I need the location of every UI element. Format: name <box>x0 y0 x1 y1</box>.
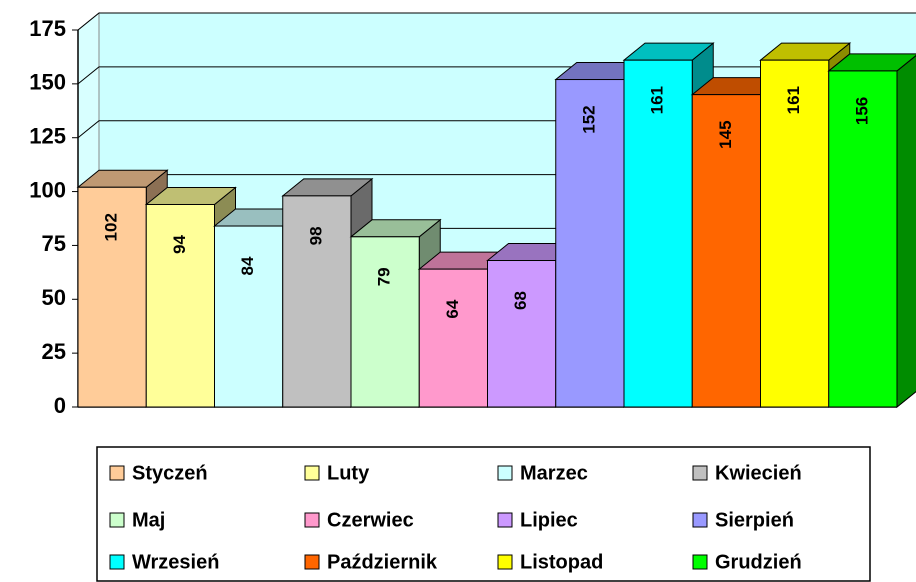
legend-label: Grudzień <box>715 551 802 573</box>
bar <box>623 59 693 408</box>
bar-3d <box>827 53 916 409</box>
legend-label: Lipiec <box>520 509 578 531</box>
y-tick-label: 150 <box>29 70 66 95</box>
bar <box>77 186 147 408</box>
y-tick-label: 25 <box>42 339 66 364</box>
legend-swatch <box>304 554 320 570</box>
bar <box>145 203 215 408</box>
y-tick-label: 175 <box>29 16 66 41</box>
legend-label: Marzec <box>520 462 588 484</box>
legend-label: Czerwiec <box>327 509 414 531</box>
value-label: 102 <box>102 213 121 241</box>
y-tick-label: 100 <box>29 177 66 202</box>
legend-label: Styczeń <box>132 462 208 484</box>
y-tick-label: 75 <box>42 231 66 256</box>
legend-label: Luty <box>327 462 370 484</box>
value-label: 156 <box>852 97 871 125</box>
legend-swatch <box>109 465 125 481</box>
bar <box>350 236 420 408</box>
legend-swatch <box>109 554 125 570</box>
value-label: 152 <box>579 105 598 133</box>
value-label: 145 <box>716 120 735 148</box>
value-label: 98 <box>306 226 325 245</box>
bar-side <box>896 54 916 409</box>
y-tick-label: 0 <box>54 393 66 418</box>
legend-label: Listopad <box>520 551 603 573</box>
legend-label: Październik <box>327 551 438 573</box>
bar <box>282 195 352 408</box>
bar <box>760 59 830 408</box>
value-label: 161 <box>784 86 803 114</box>
bar <box>828 70 898 408</box>
value-label: 94 <box>170 235 189 254</box>
legend-label: Maj <box>132 509 165 531</box>
legend-swatch <box>304 465 320 481</box>
value-label: 79 <box>375 267 394 286</box>
bar <box>691 94 761 408</box>
legend-swatch <box>497 512 513 528</box>
bar <box>418 268 488 408</box>
y-tick-label: 125 <box>29 124 66 149</box>
legend-swatch <box>692 512 708 528</box>
legend-swatch <box>497 554 513 570</box>
y-tick-label: 50 <box>42 285 66 310</box>
grid-line <box>77 12 916 31</box>
bar <box>555 79 625 408</box>
bar <box>487 260 557 408</box>
value-label: 84 <box>238 256 257 275</box>
value-label: 161 <box>648 86 667 114</box>
legend-label: Sierpień <box>715 509 794 531</box>
legend-box <box>96 446 871 582</box>
value-label: 64 <box>443 299 462 318</box>
legend-swatch <box>109 512 125 528</box>
legend-swatch <box>692 554 708 570</box>
value-label: 68 <box>511 291 530 310</box>
legend-swatch <box>304 512 320 528</box>
bar <box>214 225 284 408</box>
legend-label: Wrzesień <box>132 551 219 573</box>
legend-swatch <box>497 465 513 481</box>
legend-label: Kwiecień <box>715 462 802 484</box>
legend-swatch <box>692 465 708 481</box>
